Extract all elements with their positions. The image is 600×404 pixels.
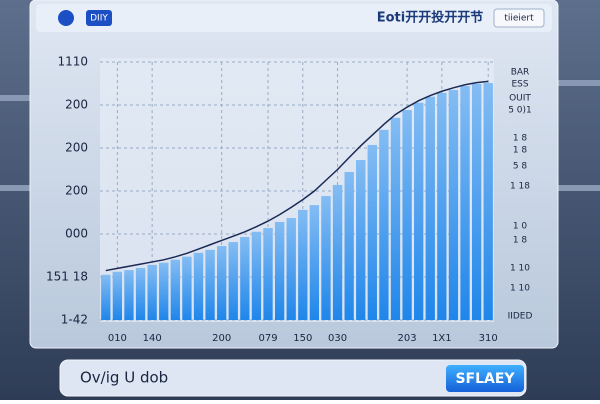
bar-shine: [309, 205, 320, 320]
bar-shine: [112, 271, 123, 320]
side-label: ESS: [511, 80, 528, 90]
header-title: Eoti开开投开开节: [377, 10, 483, 26]
y-tick-label: 200: [65, 141, 88, 155]
side-label: 5 8: [513, 162, 528, 172]
side-label: 1 8: [513, 146, 528, 156]
x-tick-label: 310: [479, 333, 498, 344]
bar-shine: [228, 242, 238, 320]
bar-shine: [483, 83, 493, 320]
x-tick-label: 140: [143, 333, 162, 344]
x-tick-label: 203: [398, 333, 417, 344]
bar-shine: [170, 259, 180, 320]
bar-shine: [147, 264, 157, 320]
bar-shine: [193, 252, 204, 320]
bar-shine: [437, 92, 447, 321]
bar-shine: [471, 83, 482, 321]
side-label: 1 8: [513, 134, 528, 144]
y-tick-label: 1110: [57, 55, 88, 69]
shelf: [556, 185, 600, 191]
side-label: IIDED: [508, 312, 533, 322]
x-tick-label: 150: [293, 333, 312, 344]
x-tick-label: 200: [212, 333, 231, 344]
header-button[interactable]: [493, 8, 545, 28]
header-button-text: tiieiert: [504, 14, 534, 24]
header-badge-text: DIIY: [90, 14, 108, 24]
bar-shine: [448, 89, 459, 320]
bar-shine: [321, 196, 331, 320]
side-label: 5 0)1: [508, 106, 532, 116]
bar-shine: [379, 129, 389, 320]
bar-shine: [425, 96, 435, 320]
bar-shine: [402, 110, 412, 320]
footer-button-text: SFLAEY: [455, 371, 515, 387]
y-tick-label: 000: [65, 227, 88, 241]
x-tick-label: 010: [108, 333, 127, 344]
bar-shine: [217, 246, 227, 320]
y-tick-label: 1-42: [61, 313, 88, 327]
y-tick-label: 151 18: [46, 270, 88, 284]
bar-shine: [182, 256, 192, 320]
side-label: 1 0: [513, 222, 528, 232]
side-label: 1 8: [513, 236, 528, 246]
header-bar: [36, 4, 552, 32]
bar-shine: [414, 102, 424, 320]
side-label: BAR: [511, 68, 530, 78]
bar-shine: [135, 267, 146, 320]
side-label: OUIT: [509, 94, 531, 104]
header-icon: [58, 10, 74, 26]
bar-shine: [251, 231, 262, 320]
y-tick-label: 200: [65, 184, 88, 198]
shelf: [0, 185, 40, 191]
side-label: 1 10: [510, 284, 530, 294]
footer-text: Ov/ig U dob: [80, 369, 168, 387]
side-label: 1 10: [510, 264, 530, 274]
bar-shine: [298, 209, 308, 320]
shelf: [0, 95, 40, 101]
footer-button[interactable]: [446, 365, 524, 392]
bar-shine: [367, 144, 377, 320]
bar-shine: [274, 221, 285, 320]
x-tick-label: 079: [258, 333, 277, 344]
bar-shine: [205, 249, 215, 320]
bar-shine: [344, 172, 354, 320]
x-tick-label: 030: [328, 333, 347, 344]
bar-shine: [356, 160, 366, 320]
shelf: [556, 80, 600, 86]
bar-shine: [390, 117, 401, 321]
trend-line: [105, 80, 489, 272]
bar-shine: [286, 218, 296, 320]
side-label: 1 18: [510, 182, 530, 192]
x-tick-label: 1X1: [432, 333, 452, 344]
footer-bar: [59, 359, 527, 397]
y-tick-label: 200: [65, 98, 88, 112]
bar-shine: [460, 86, 470, 320]
bar-shine: [159, 262, 169, 320]
bar-shine: [332, 184, 343, 320]
bar-shine: [101, 274, 111, 320]
bar-shine: [240, 237, 250, 320]
bar-shine: [124, 270, 134, 320]
bar-shine: [263, 227, 273, 320]
header-badge[interactable]: [86, 10, 112, 26]
